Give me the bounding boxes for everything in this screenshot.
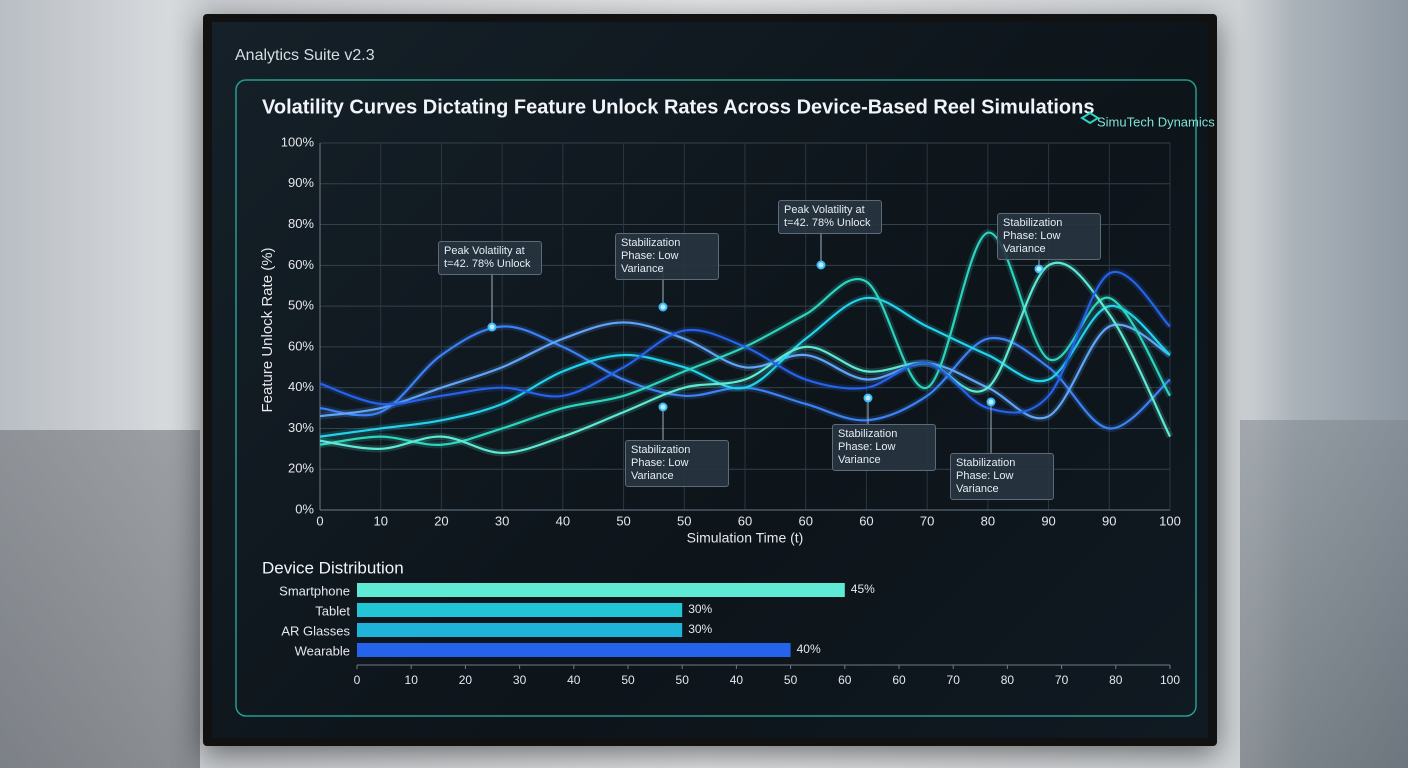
annotation: Stabilization Phase: Low Variance xyxy=(832,424,936,471)
x-tick-label: 70 xyxy=(920,513,934,528)
x-tick-label: 60 xyxy=(859,513,873,528)
annotation-dot xyxy=(487,322,497,332)
y-tick-label: 80% xyxy=(288,216,314,231)
y-tick-label: 40% xyxy=(288,379,314,394)
annotation-dot xyxy=(1034,264,1044,274)
series-line xyxy=(319,270,1171,414)
bar-value-label: 30% xyxy=(688,602,712,616)
annotation: Stabilization Phase: Low Variance xyxy=(997,213,1101,260)
x-tick-label: 50 xyxy=(621,673,635,687)
x-tick-label: 100 xyxy=(1159,513,1181,528)
annotation-dot xyxy=(658,402,668,412)
series-line xyxy=(319,296,1171,438)
x-tick-label: 50 xyxy=(616,513,630,528)
x-tick-label: 60 xyxy=(892,673,906,687)
annotation: Stabilization Phase: Low Variance xyxy=(950,453,1054,500)
app-name: Analytics Suite v2.3 xyxy=(235,47,375,64)
annotation: Stabilization Phase: Low Variance xyxy=(625,440,729,487)
bar xyxy=(357,623,683,637)
y-tick-label: 60% xyxy=(288,257,314,272)
office-floor-right xyxy=(1240,420,1408,768)
x-tick-label: 20 xyxy=(434,513,448,528)
series-line xyxy=(319,325,1171,430)
bar xyxy=(357,643,791,657)
x-tick-label: 70 xyxy=(947,673,961,687)
x-tick-label: 80 xyxy=(1109,673,1123,687)
y-tick-label: 50% xyxy=(288,298,314,313)
bar-value-label: 45% xyxy=(851,582,875,596)
annotation: Peak Volatility at t=42. 78% Unlock xyxy=(438,241,542,275)
x-tick-label: 40 xyxy=(556,513,570,528)
bar-chart-title: Device Distribution xyxy=(262,558,404,577)
brand-logo xyxy=(1080,111,1100,125)
series-line xyxy=(319,231,1171,446)
y-tick-label: 0% xyxy=(295,501,314,516)
x-tick-label: 30 xyxy=(495,513,509,528)
panel-frame xyxy=(235,79,1197,717)
x-tick-label: 100 xyxy=(1160,673,1180,687)
annotation: Peak Volatility at t=42. 78% Unlock xyxy=(778,200,882,234)
y-tick-label: 20% xyxy=(288,461,314,476)
x-tick-label: 40 xyxy=(730,673,744,687)
bar xyxy=(357,603,683,617)
annotation: Stabilization Phase: Low Variance xyxy=(615,233,719,280)
annotation-dot xyxy=(986,397,996,407)
x-tick-label: 50 xyxy=(676,673,690,687)
y-tick-label: 100% xyxy=(281,134,315,149)
x-tick-label: 10 xyxy=(405,673,419,687)
x-tick-label: 10 xyxy=(373,513,387,528)
y-tick-label: 60% xyxy=(288,338,314,353)
series-line xyxy=(319,321,1171,420)
series-line xyxy=(319,261,1171,455)
x-tick-label: 70 xyxy=(1055,673,1069,687)
chart-title: Volatility Curves Dictating Feature Unlo… xyxy=(262,96,1095,118)
x-tick-label: 50 xyxy=(677,513,691,528)
office-floor xyxy=(0,430,200,768)
brand-name: SimuTech Dynamics xyxy=(1097,114,1215,129)
annotation-dot xyxy=(863,393,873,403)
x-tick-label: 90 xyxy=(1041,513,1055,528)
y-tick-label: Smartphone xyxy=(279,583,350,598)
annotation-dot xyxy=(658,302,668,312)
y-tick-label: 90% xyxy=(288,175,314,190)
bar-value-label: 40% xyxy=(797,642,821,656)
bar xyxy=(357,583,845,597)
y-tick-label: AR Glasses xyxy=(281,623,350,638)
y-axis-label: Feature Unlock Rate (%) xyxy=(259,247,276,412)
x-tick-label: 60 xyxy=(838,673,852,687)
x-tick-label: 30 xyxy=(513,673,527,687)
x-tick-label: 50 xyxy=(784,673,798,687)
y-tick-label: 30% xyxy=(288,420,314,435)
x-tick-label: 90 xyxy=(1102,513,1116,528)
bar-value-label: 30% xyxy=(688,622,712,636)
y-tick-label: Wearable xyxy=(295,643,350,658)
y-tick-label: Tablet xyxy=(315,603,350,618)
x-tick-label: 60 xyxy=(738,513,752,528)
x-tick-label: 60 xyxy=(798,513,812,528)
x-tick-label: 80 xyxy=(1001,673,1015,687)
x-axis-label: Simulation Time (t) xyxy=(687,530,804,546)
x-tick-label: 20 xyxy=(459,673,473,687)
x-tick-label: 80 xyxy=(981,513,995,528)
x-tick-label: 40 xyxy=(567,673,581,687)
x-tick-label: 0 xyxy=(354,673,361,687)
x-tick-label: 0 xyxy=(316,513,323,528)
annotation-dot xyxy=(816,260,826,270)
